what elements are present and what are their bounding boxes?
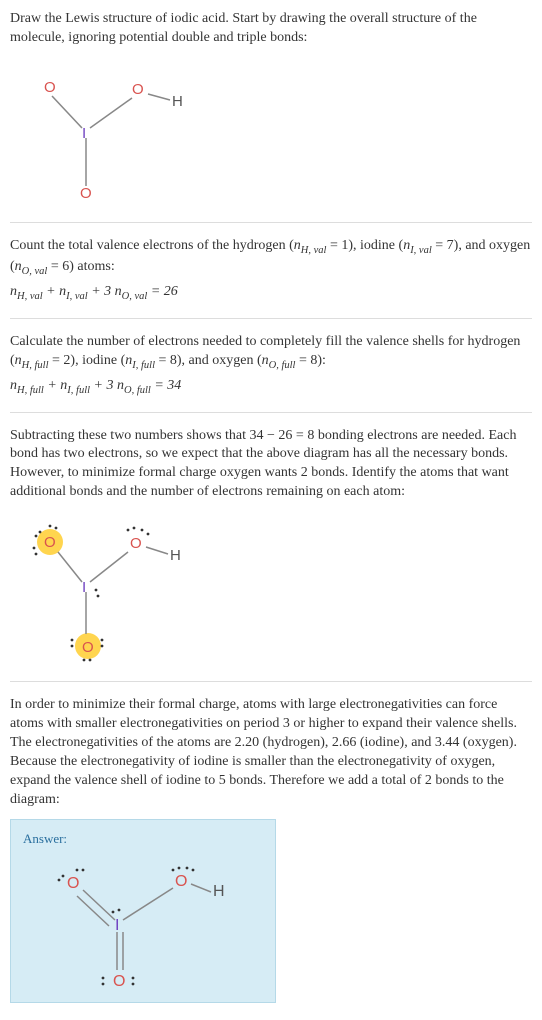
step5-copy: In order to minimize their formal charge… bbox=[10, 697, 517, 806]
intro-copy: Draw the Lewis structure of iodic acid. … bbox=[10, 11, 477, 45]
atom-i: I bbox=[82, 125, 86, 142]
f2p1: + bbox=[43, 284, 59, 299]
atom-o-left: O bbox=[44, 79, 56, 96]
step2-nH: n bbox=[294, 238, 301, 253]
step2-nO-sub: O, val bbox=[22, 266, 48, 277]
step3-text: Calculate the number of electrons needed… bbox=[10, 333, 532, 398]
step4-copy: Subtracting these two numbers shows that… bbox=[10, 428, 516, 500]
step3-end: = 8): bbox=[295, 353, 325, 368]
f3cs: O, full bbox=[124, 384, 151, 395]
ans-o-right: O bbox=[175, 873, 187, 890]
f2a: n bbox=[10, 284, 17, 299]
d2-o-left: O bbox=[44, 534, 56, 551]
divider-2 bbox=[10, 318, 532, 319]
d2-h: H bbox=[170, 547, 181, 564]
step3-nH: n bbox=[15, 353, 22, 368]
f3p1: + bbox=[44, 378, 60, 393]
step2-end: = 6) atoms: bbox=[47, 259, 114, 274]
step2-text: Count the total valence electrons of the… bbox=[10, 237, 532, 304]
step3-nO: n bbox=[262, 353, 269, 368]
step2-nI-sub: I, val bbox=[410, 245, 432, 256]
step5-text: In order to minimize their formal charge… bbox=[10, 696, 532, 809]
step3-mid2: = 8), and oxygen ( bbox=[155, 353, 262, 368]
step2-nO: n bbox=[15, 259, 22, 274]
f2as: H, val bbox=[17, 291, 43, 302]
f3bs: I, full bbox=[67, 384, 90, 395]
f2cs: O, val bbox=[122, 291, 148, 302]
f3eq: = 34 bbox=[151, 378, 181, 393]
step3-formula: nH, full + nI, full + 3 nO, full = 34 bbox=[10, 377, 532, 398]
step2-pre: Count the total valence electrons of the… bbox=[10, 238, 294, 253]
step2-formula: nH, val + nI, val + 3 nO, val = 26 bbox=[10, 283, 532, 304]
step2-mid1: = 1), iodine ( bbox=[326, 238, 403, 253]
d2-o-right: O bbox=[130, 535, 142, 552]
ans-i: I bbox=[115, 917, 119, 934]
step4-text: Subtracting these two numbers shows that… bbox=[10, 427, 532, 503]
answer-box: Answer: O O O I H bbox=[10, 819, 276, 1003]
ans-o-bottom: O bbox=[113, 973, 125, 990]
f3c: n bbox=[117, 378, 124, 393]
f3a: n bbox=[10, 378, 17, 393]
f2c: n bbox=[115, 284, 122, 299]
divider-1 bbox=[10, 222, 532, 223]
atom-h: H bbox=[172, 93, 183, 110]
f3p2: + 3 bbox=[90, 378, 117, 393]
ans-o-left: O bbox=[67, 875, 79, 892]
f3as: H, full bbox=[17, 384, 44, 395]
divider-4 bbox=[10, 681, 532, 682]
f2bs: I, val bbox=[66, 291, 88, 302]
intro-text: Draw the Lewis structure of iodic acid. … bbox=[10, 10, 532, 48]
atom-o-right: O bbox=[132, 81, 144, 98]
divider-3 bbox=[10, 412, 532, 413]
diagram-2: O O O I H bbox=[10, 512, 532, 667]
f2p2: + 3 bbox=[88, 284, 115, 299]
step2-nH-sub: H, val bbox=[301, 245, 327, 256]
step3-nI-sub: I, full bbox=[132, 359, 155, 370]
atom-o-bottom: O bbox=[80, 185, 92, 202]
d2-i: I bbox=[82, 579, 86, 596]
step3-nH-sub: H, full bbox=[22, 359, 49, 370]
answer-label: Answer: bbox=[23, 830, 263, 848]
ans-h: H bbox=[213, 883, 225, 900]
d2-o-bottom: O bbox=[82, 639, 94, 656]
f2eq: = 26 bbox=[147, 284, 177, 299]
diagram-1: O O O I H bbox=[10, 58, 532, 208]
step3-nO-sub: O, full bbox=[269, 359, 296, 370]
step3-mid1: = 2), iodine ( bbox=[49, 353, 126, 368]
